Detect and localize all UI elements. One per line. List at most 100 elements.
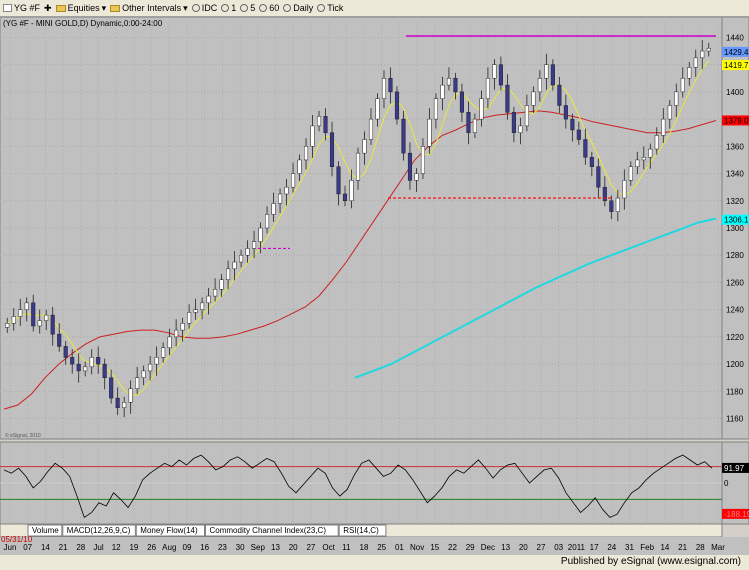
osc-label-box: [722, 462, 749, 473]
x-tick-label: 22: [448, 543, 457, 552]
candle-down: [459, 91, 464, 113]
x-tick-label: 2011: [568, 543, 586, 552]
y-tick-label: 1440: [726, 33, 744, 42]
equities-label: Equities: [67, 3, 100, 13]
x-tick-label: Mar: [711, 543, 725, 552]
candle-up: [290, 173, 296, 188]
candle-down: [102, 363, 107, 378]
candle-down: [576, 129, 581, 140]
candle-up: [239, 254, 244, 263]
candle-up: [232, 261, 237, 270]
interval-tick-button[interactable]: Tick: [317, 3, 343, 13]
candle-up: [303, 146, 309, 161]
indicator-tab[interactable]: [205, 524, 339, 537]
price-label: 1306.1: [724, 216, 749, 225]
indicator-tab-label[interactable]: Money Flow(14): [140, 526, 198, 535]
chart-svg[interactable]: 1160118012001220124012601280130013201340…: [0, 16, 749, 555]
x-tick-label: 31: [625, 543, 634, 552]
y-tick-label: 1340: [726, 170, 744, 179]
candle-up: [674, 91, 679, 106]
price-label-box: [722, 214, 749, 225]
x-tick-label: 03: [554, 543, 563, 552]
candle-down: [511, 112, 516, 133]
candle-down: [115, 397, 120, 408]
x-tick-label: Nov: [410, 543, 424, 552]
idc-icon: [191, 4, 200, 12]
candle-down: [31, 302, 36, 327]
indicator-tab-label[interactable]: MACD(12,26,9,C): [67, 526, 131, 535]
status-text: Published by eSignal (www.esignal.com): [560, 556, 741, 567]
symbol-box[interactable]: YG #F: [14, 3, 41, 13]
candle-up: [200, 302, 205, 310]
interval-5-button[interactable]: 5: [240, 3, 255, 13]
idc-button[interactable]: IDC: [191, 3, 217, 13]
dropdown-arrow-icon: ▾: [183, 2, 188, 13]
candle-up: [537, 78, 542, 93]
y-tick-label: 1360: [726, 142, 744, 151]
interval-60-button[interactable]: 60: [259, 3, 279, 13]
indicator-tab[interactable]: [62, 524, 136, 537]
interval-1-button[interactable]: 1: [221, 3, 236, 13]
candle-down: [109, 377, 114, 399]
x-tick-label: Sep: [251, 543, 266, 552]
start-date-label: 05/31/10: [1, 535, 33, 544]
x-tick-label: 29: [466, 543, 475, 552]
candle-up: [524, 105, 529, 127]
indicator-tab[interactable]: [27, 524, 63, 537]
candle-up: [693, 57, 698, 68]
ma-long-line: [354, 217, 717, 379]
candle-up: [310, 125, 315, 147]
x-tick-label: 13: [271, 543, 280, 552]
indicator-tab-label[interactable]: RSI(14,C): [343, 526, 379, 535]
candle-up: [446, 78, 451, 86]
price-label: 1379.0: [724, 116, 749, 125]
candle-up: [420, 146, 426, 174]
indicator-tab-label[interactable]: Volume: [32, 526, 59, 535]
equities-menu[interactable]: Equities ▾: [55, 3, 106, 14]
candle-up: [89, 357, 94, 368]
candle-up: [485, 78, 490, 99]
y-tick-label: 1160: [726, 415, 744, 424]
interval-icon: [259, 4, 268, 12]
x-tick-label: 23: [218, 543, 227, 552]
candle-down: [505, 84, 510, 113]
candle-down: [557, 84, 562, 106]
x-tick-label: 28: [76, 543, 85, 552]
y-tick-label: 1200: [726, 360, 744, 369]
price-label: 1419.7: [724, 61, 749, 70]
candle-down: [96, 357, 101, 365]
candle-down: [50, 314, 55, 335]
osc-line: [3, 454, 713, 519]
candle-up: [297, 159, 302, 174]
candle-down: [550, 64, 555, 86]
candle-up: [479, 98, 484, 120]
candle-up: [122, 401, 127, 408]
candle-up: [427, 118, 432, 147]
interval-daily-button[interactable]: Daily: [283, 3, 313, 13]
intervals-menu[interactable]: Other Intervals ▾: [110, 3, 188, 14]
candle-up: [680, 78, 685, 93]
indicator-tab-label[interactable]: Commodity Channel Index(23,C): [210, 526, 327, 535]
x-tick-label: Aug: [162, 543, 176, 552]
candle-down: [401, 118, 406, 154]
candle-down: [329, 132, 335, 167]
x-tick-label: Jun: [4, 543, 17, 552]
folder-icon: [55, 4, 66, 12]
add-button[interactable]: ✚: [44, 2, 52, 13]
candle-down: [63, 346, 68, 358]
symbol-selector[interactable]: YG #F: [3, 3, 40, 13]
indicator-tab[interactable]: [135, 524, 205, 537]
price-label-box: [722, 60, 749, 71]
candle-up: [492, 64, 497, 79]
candle-up: [433, 98, 438, 120]
price-label: 1429.4: [724, 48, 749, 57]
x-tick-label: 13: [501, 543, 510, 552]
indicator-tab[interactable]: [338, 524, 387, 537]
candle-up: [518, 125, 523, 133]
x-tick-label: 18: [360, 543, 369, 552]
candle-up: [18, 309, 23, 317]
interval-icon: [221, 4, 230, 12]
candle-down: [394, 91, 400, 120]
x-tick-label: 16: [200, 543, 209, 552]
chart-area[interactable]: 1160 1180 1200 1220 1240 1260 1280 1300 1320 1340…: [0, 16, 749, 560]
